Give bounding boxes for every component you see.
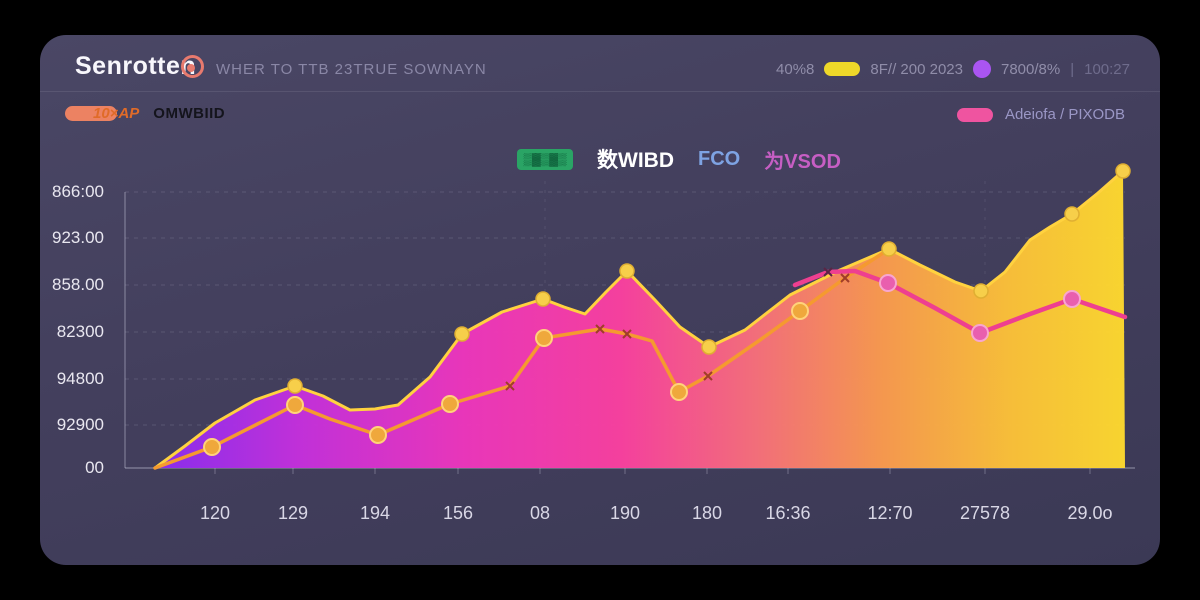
toolbar-right-group: Adeiofa / PIXODB [956, 106, 1125, 123]
toolbar-dark-label: OMWBIID [153, 105, 226, 122]
status-value-3: 7800/8% [1000, 60, 1061, 78]
status-value-4: 100:27 [1084, 60, 1130, 78]
legend-item-vsod[interactable]: 为VSOD [764, 150, 841, 173]
x-axis-label: 29.0o [1067, 503, 1113, 523]
app-subtitle: WHER TO TTB 23TRUE SOWNAYN [216, 61, 487, 78]
header-status-group: 40%8 8F// 200 2023 7800/8% | 100:27 [776, 60, 1130, 78]
y-axis-label: 923.00 [52, 228, 104, 247]
yellow-badge[interactable] [824, 62, 861, 76]
toolbar-left-group: 10×AP OMWBIID [65, 105, 225, 122]
chart-legend: ▒▓▒▓▒ 数WIBD FCO 为VSOD [517, 144, 841, 174]
x-axis-label: 12:70 [867, 503, 913, 523]
y-axis-label: 92900 [56, 415, 104, 434]
y-axis-label: 858.00 [52, 275, 104, 294]
y-axis-label: 00 [85, 458, 104, 477]
x-axis-label: 194 [359, 503, 391, 523]
legend-green-badge[interactable]: ▒▓▒▓▒ [517, 148, 573, 170]
y-axis-label: 82300 [56, 322, 104, 341]
header-divider [40, 91, 1160, 92]
status-value-1: 40%8 [776, 60, 815, 78]
status-value-2: 8F// 200 2023 [870, 60, 963, 78]
chart-markers [203, 163, 1131, 456]
chart-series [153, 169, 1128, 470]
purple-dot-icon[interactable] [972, 60, 991, 78]
x-axis-label: 190 [609, 503, 641, 523]
x-axis-label: 129 [277, 503, 309, 523]
x-axis-label: 16:36 [765, 503, 811, 523]
toolbar-accent-label: 10×AP [93, 105, 140, 122]
app-logo-icon [181, 55, 204, 78]
pink-pill-badge[interactable] [956, 107, 993, 122]
separator: | [1070, 60, 1075, 78]
y-axis-label: 866:00 [52, 182, 104, 201]
x-axis-label: 180 [691, 503, 723, 523]
x-axis-label: 156 [442, 503, 474, 523]
x-axis-label: 27578 [959, 503, 1011, 523]
legend-item-fco[interactable]: FCO [698, 147, 741, 170]
x-axis-label: 08 [529, 503, 551, 523]
x-axis-label: 120 [199, 503, 231, 523]
toolbar-right-label: Adeiofa / PIXODB [1004, 106, 1125, 123]
legend-item-wibd[interactable]: 数WIBD [597, 149, 674, 172]
dashboard-panel: Senrotten WHER TO TTB 23TRUE SOWNAYN 40%… [40, 35, 1160, 565]
chart-gridlines [125, 181, 1125, 468]
salmon-pill-badge[interactable] [65, 106, 117, 121]
app-title: Senrotten [75, 52, 197, 80]
y-axis-label: 94800 [56, 369, 104, 388]
chart-svg [124, 163, 1135, 474]
